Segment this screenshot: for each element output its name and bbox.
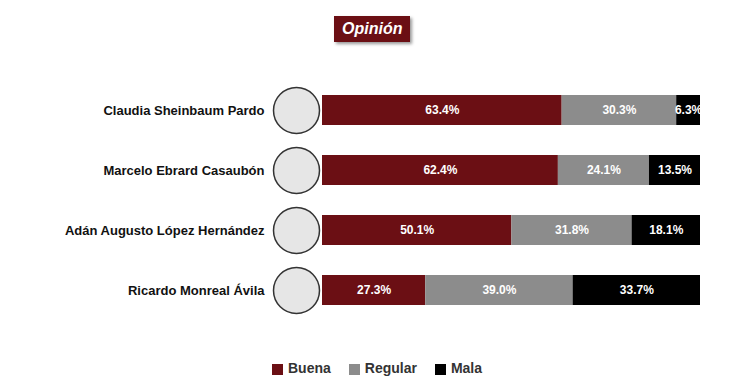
- svg-text:63.4%: 63.4%: [425, 103, 459, 117]
- html-text:Opinión: Opinión: [342, 20, 403, 37]
- svg-text:30.3%: 30.3%: [602, 103, 636, 117]
- svg-text:18.1%: 18.1%: [649, 223, 683, 237]
- svg-text:31.8%: 31.8%: [555, 223, 589, 237]
- svg-text:62.4%: 62.4%: [423, 163, 457, 177]
- svg-text:Ricardo Monreal Ávila: Ricardo Monreal Ávila: [128, 283, 265, 298]
- html-text:Regular: Regular: [364, 360, 417, 376]
- svg-text:39.0%: 39.0%: [482, 283, 516, 297]
- svg-text:50.1%: 50.1%: [400, 223, 434, 237]
- svg-text:27.3%: 27.3%: [357, 283, 391, 297]
- svg-text:13.5%: 13.5%: [658, 163, 692, 177]
- svg-text:Adán Augusto López Hernández: Adán Augusto López Hernández: [65, 223, 265, 238]
- svg-text:Claudia Sheinbaum Pardo: Claudia Sheinbaum Pardo: [103, 103, 264, 118]
- html-text:Buena: Buena: [288, 360, 331, 376]
- svg-text:24.1%: 24.1%: [587, 163, 621, 177]
- svg-text:33.7%: 33.7%: [620, 283, 654, 297]
- svg-text:Marcelo Ebrard Casaubón: Marcelo Ebrard Casaubón: [103, 163, 264, 178]
- html-text:Mala: Mala: [450, 360, 482, 376]
- svg-text:6.3%: 6.3%: [675, 103, 703, 117]
